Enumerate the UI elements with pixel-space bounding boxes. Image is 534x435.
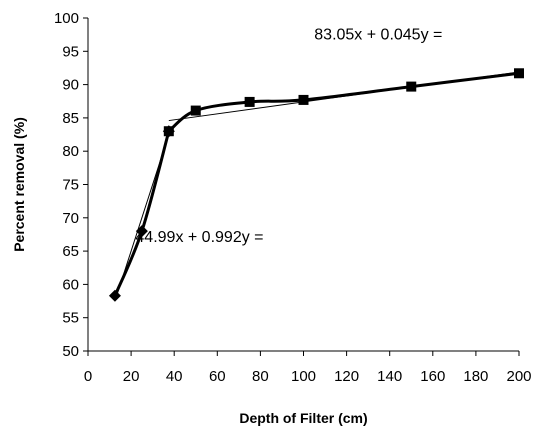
- square-marker: [406, 81, 417, 92]
- y-tick-label: 70: [62, 210, 79, 227]
- axes: [83, 17, 520, 356]
- y-tick-label: 65: [62, 243, 79, 260]
- annotations: 83.05x + 0.045y = 44.99x + 0.992y =: [135, 26, 442, 245]
- y-tick-label: 95: [62, 43, 79, 60]
- square-marker: [190, 105, 201, 116]
- y-tick-label: 55: [62, 310, 79, 327]
- y-tick-label: 50: [62, 343, 79, 360]
- equation-label: 44.99x + 0.992y =: [135, 229, 263, 246]
- y-tick-label: 90: [62, 77, 79, 94]
- x-tick-label: 60: [209, 368, 226, 385]
- square-marker: [163, 126, 174, 137]
- x-axis-title: Depth of Filter (cm): [239, 410, 367, 426]
- series-markers: [108, 68, 524, 302]
- y-axis-title: Percent removal (%): [11, 117, 27, 252]
- x-tick-label: 40: [166, 368, 183, 385]
- x-tick-label: 140: [377, 368, 402, 385]
- x-tick-labels: 0 20 40 60 80 100 120 140 160 180 200: [84, 368, 532, 385]
- y-tick-label: 75: [62, 177, 79, 194]
- series-lines: [113, 71, 520, 297]
- diamond-marker: [135, 225, 148, 238]
- x-tick-label: 100: [291, 368, 316, 385]
- y-tick-label: 85: [62, 110, 79, 127]
- x-tick-label: 160: [420, 368, 445, 385]
- x-tick-label: 180: [463, 368, 488, 385]
- series-2-line: [167, 71, 520, 133]
- square-marker: [514, 68, 524, 79]
- x-tick-label: 20: [123, 368, 140, 385]
- x-tick-label: 200: [506, 368, 531, 385]
- square-marker: [298, 94, 309, 105]
- x-tick-label: 0: [84, 368, 92, 385]
- x-tick-label: 80: [252, 368, 269, 385]
- x-tick-label: 120: [334, 368, 359, 385]
- trendlines: [114, 71, 520, 302]
- diamond-marker: [108, 289, 121, 302]
- equation-label: 83.05x + 0.045y =: [314, 26, 442, 43]
- y-tick-label: 80: [62, 143, 79, 160]
- y-tick-label: 60: [62, 276, 79, 293]
- y-tick-labels: 50 55 60 65 70 75 80 85 90 95 100: [54, 10, 79, 360]
- y-tick-label: 100: [54, 10, 79, 27]
- square-marker: [244, 96, 255, 107]
- series-1-line: [113, 130, 171, 297]
